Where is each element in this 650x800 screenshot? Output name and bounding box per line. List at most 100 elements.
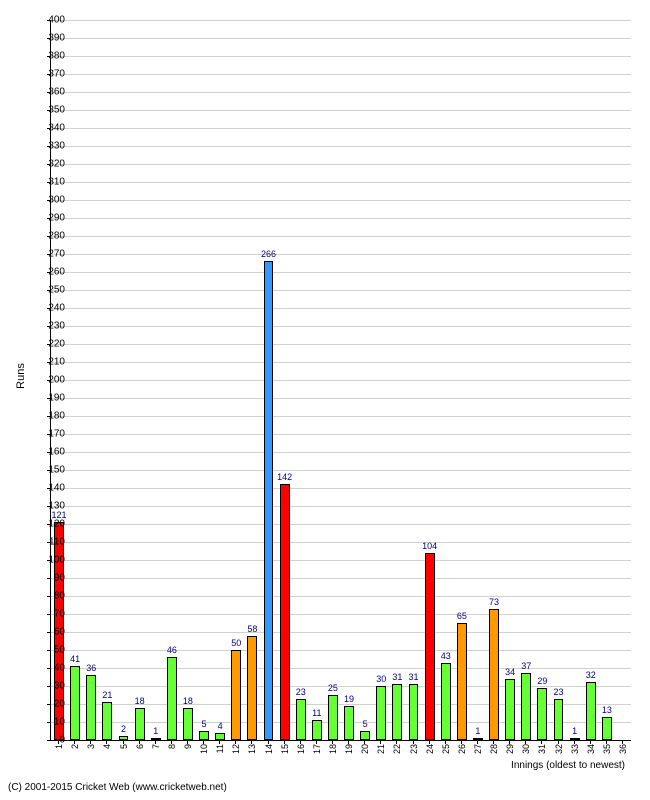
xtick-label: 4 xyxy=(102,744,112,749)
ytick-label: 240 xyxy=(35,303,65,314)
xtick-label: 20 xyxy=(360,744,370,754)
ytick-label: 210 xyxy=(35,357,65,368)
bar-value-label: 104 xyxy=(422,541,437,551)
gridline xyxy=(51,326,631,327)
bar xyxy=(296,699,306,740)
ytick-label: 60 xyxy=(35,627,65,638)
bar-value-label: 23 xyxy=(296,687,306,697)
bar-value-label: 21 xyxy=(102,690,112,700)
bar xyxy=(602,717,612,740)
gridline xyxy=(51,488,631,489)
bar xyxy=(505,679,515,740)
bar-value-label: 25 xyxy=(328,683,338,693)
xtick-label: 5 xyxy=(119,744,129,749)
xtick-label: 14 xyxy=(264,744,274,754)
xtick-label: 23 xyxy=(409,744,419,754)
gridline xyxy=(51,578,631,579)
bar-value-label: 65 xyxy=(457,611,467,621)
gridline xyxy=(51,110,631,111)
gridline xyxy=(51,650,631,651)
gridline xyxy=(51,308,631,309)
bar-value-label: 266 xyxy=(261,249,276,259)
bar xyxy=(328,695,338,740)
bar-value-label: 43 xyxy=(441,651,451,661)
ytick-label: 160 xyxy=(35,447,65,458)
bar-value-label: 73 xyxy=(489,597,499,607)
bar xyxy=(102,702,112,740)
bar xyxy=(183,708,193,740)
ytick-label: 40 xyxy=(35,663,65,674)
ytick-label: 80 xyxy=(35,591,65,602)
ytick-label: 50 xyxy=(35,645,65,656)
xtick-label: 28 xyxy=(489,744,499,754)
bar-value-label: 50 xyxy=(231,638,241,648)
bar-value-label: 58 xyxy=(247,624,257,634)
xtick-label: 33 xyxy=(570,744,580,754)
gridline xyxy=(51,92,631,93)
bar-value-label: 13 xyxy=(602,705,612,715)
ytick-label: 70 xyxy=(35,609,65,620)
gridline xyxy=(51,290,631,291)
ytick-label: 360 xyxy=(35,87,65,98)
bar-value-label: 41 xyxy=(70,654,80,664)
bar xyxy=(489,609,499,740)
bar xyxy=(70,666,80,740)
bar-value-label: 1 xyxy=(572,726,577,736)
bar xyxy=(312,720,322,740)
bar xyxy=(537,688,547,740)
xtick-label: 24 xyxy=(425,744,435,754)
xtick-label: 26 xyxy=(457,744,467,754)
gridline xyxy=(51,596,631,597)
bar xyxy=(199,731,209,740)
bar xyxy=(231,650,241,740)
ytick-label: 20 xyxy=(35,699,65,710)
bar-value-label: 142 xyxy=(277,472,292,482)
xtick-label: 22 xyxy=(392,744,402,754)
gridline xyxy=(51,20,631,21)
xtick-label: 9 xyxy=(183,744,193,749)
gridline xyxy=(51,434,631,435)
ytick-label: 390 xyxy=(35,33,65,44)
bar-value-label: 32 xyxy=(586,670,596,680)
ytick-label: 140 xyxy=(35,483,65,494)
ytick-label: 100 xyxy=(35,555,65,566)
ytick-label: 230 xyxy=(35,321,65,332)
bar xyxy=(409,684,419,740)
ytick-label: 300 xyxy=(35,195,65,206)
x-axis-label: Innings (oldest to newest) xyxy=(511,760,625,771)
gridline xyxy=(51,146,631,147)
xtick-label: 11 xyxy=(215,744,225,753)
bar-value-label: 46 xyxy=(167,645,177,655)
ytick-label: 380 xyxy=(35,51,65,62)
gridline xyxy=(51,470,631,471)
gridline xyxy=(51,668,631,669)
xtick-label: 1 xyxy=(54,744,64,749)
bar xyxy=(376,686,386,740)
xtick-label: 16 xyxy=(296,744,306,754)
gridline xyxy=(51,506,631,507)
copyright-text: (C) 2001-2015 Cricket Web (www.cricketwe… xyxy=(8,782,227,793)
xtick-label: 19 xyxy=(344,744,354,754)
bar xyxy=(247,636,257,740)
bar-value-label: 5 xyxy=(202,719,207,729)
gridline xyxy=(51,182,631,183)
bar-value-label: 4 xyxy=(218,721,223,731)
bar-value-label: 1 xyxy=(153,726,158,736)
xtick-label: 35 xyxy=(602,744,612,754)
xtick-label: 31 xyxy=(537,744,547,754)
bar-value-label: 2 xyxy=(121,724,126,734)
bar xyxy=(167,657,177,740)
gridline xyxy=(51,38,631,39)
ytick-label: 400 xyxy=(35,15,65,26)
ytick-label: 270 xyxy=(35,249,65,260)
gridline xyxy=(51,164,631,165)
xtick-label: 18 xyxy=(328,744,338,754)
ytick-label: 90 xyxy=(35,573,65,584)
bar-value-label: 34 xyxy=(505,667,515,677)
ytick-label: 190 xyxy=(35,393,65,404)
bar xyxy=(521,673,531,740)
plot-area: 1214136212181461854505826614223112519530… xyxy=(50,20,631,741)
bar-value-label: 31 xyxy=(392,672,402,682)
bar-value-label: 23 xyxy=(553,687,563,697)
bar-value-label: 29 xyxy=(537,676,547,686)
